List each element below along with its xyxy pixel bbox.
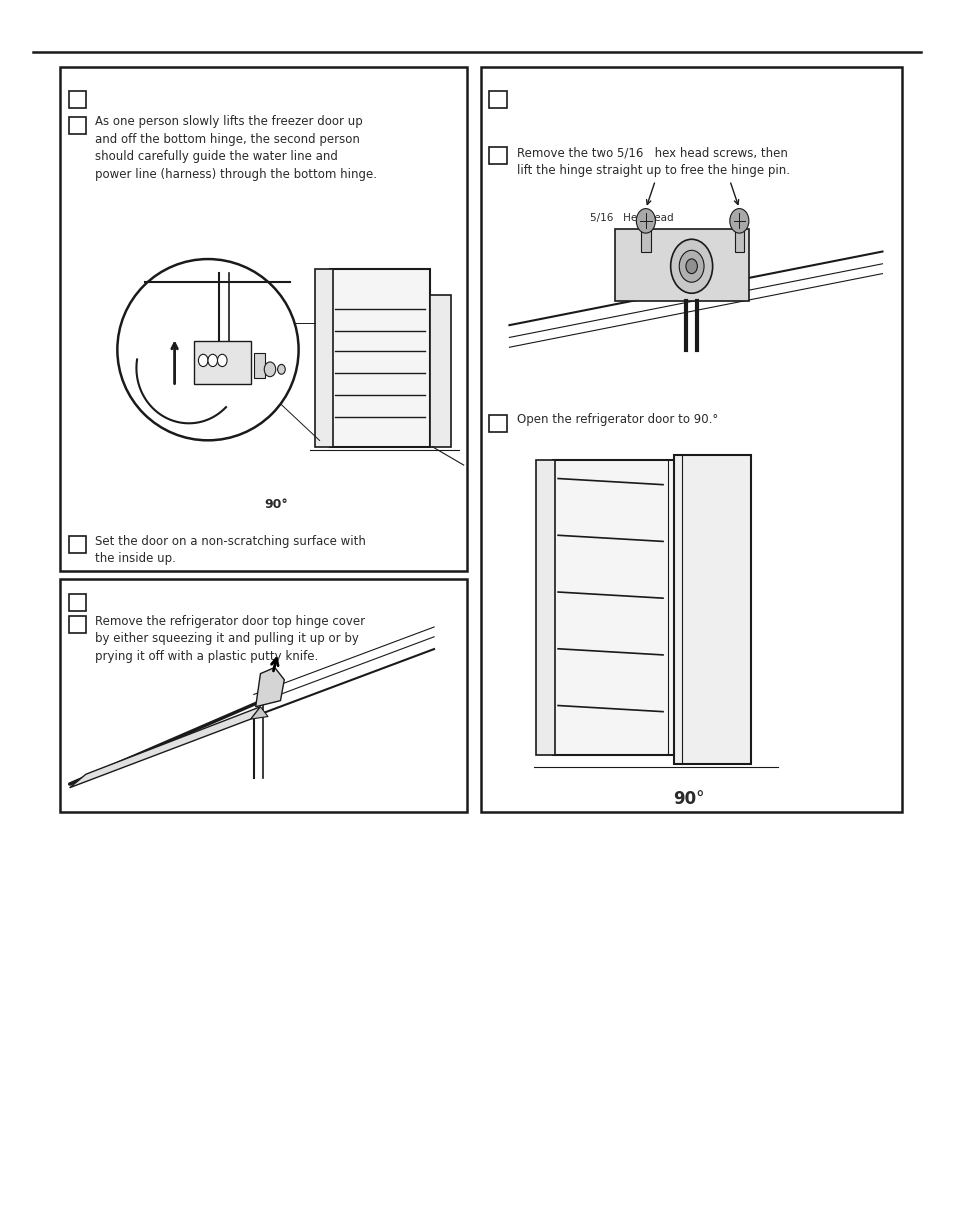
Bar	[69, 536, 86, 553]
Bar	[615, 229, 748, 301]
Text: Set the door on a non-scratching surface with
the inside up.: Set the door on a non-scratching surface…	[95, 535, 366, 566]
Text: As one person slowly lifts the freezer door up
and off the bottom hinge, the sec: As one person slowly lifts the freezer d…	[95, 115, 377, 180]
Text: Open the refrigerator door to 90.°: Open the refrigerator door to 90.°	[517, 413, 718, 427]
Bar	[193, 341, 251, 384]
Circle shape	[264, 362, 275, 377]
Bar	[480, 67, 901, 812]
Bar	[430, 296, 451, 447]
Circle shape	[679, 250, 703, 282]
Circle shape	[670, 239, 712, 293]
Bar	[489, 147, 506, 164]
Bar	[640, 221, 650, 252]
Circle shape	[729, 209, 748, 233]
Circle shape	[685, 259, 697, 274]
Bar	[69, 91, 86, 108]
Polygon shape	[255, 667, 284, 707]
Bar	[489, 91, 506, 108]
Bar	[734, 221, 743, 252]
Text: Remove the two 5/16   hex head screws, then
lift the hinge straight up to free t: Remove the two 5/16 hex head screws, the…	[517, 146, 789, 177]
Bar	[330, 269, 430, 447]
Bar	[60, 67, 467, 571]
Text: 5/16   Hex Head: 5/16 Hex Head	[589, 213, 673, 223]
Bar	[60, 579, 467, 812]
Polygon shape	[251, 707, 268, 719]
Circle shape	[208, 355, 217, 367]
Bar	[253, 353, 265, 378]
Bar	[69, 117, 86, 134]
Bar	[489, 415, 506, 432]
Circle shape	[277, 364, 285, 374]
Circle shape	[217, 355, 227, 367]
Text: Remove the refrigerator door top hinge cover
by either squeezing it and pulling : Remove the refrigerator door top hinge c…	[95, 615, 365, 663]
Ellipse shape	[117, 259, 298, 440]
Bar	[69, 594, 86, 611]
Bar	[553, 460, 681, 755]
Polygon shape	[70, 707, 260, 788]
Bar	[674, 455, 750, 764]
Text: 90°: 90°	[672, 790, 704, 809]
Circle shape	[636, 209, 655, 233]
Bar	[69, 616, 86, 633]
Text: 90°: 90°	[265, 498, 288, 512]
Circle shape	[198, 355, 208, 367]
Bar	[314, 269, 333, 447]
Ellipse shape	[117, 259, 298, 440]
Bar	[536, 460, 555, 755]
